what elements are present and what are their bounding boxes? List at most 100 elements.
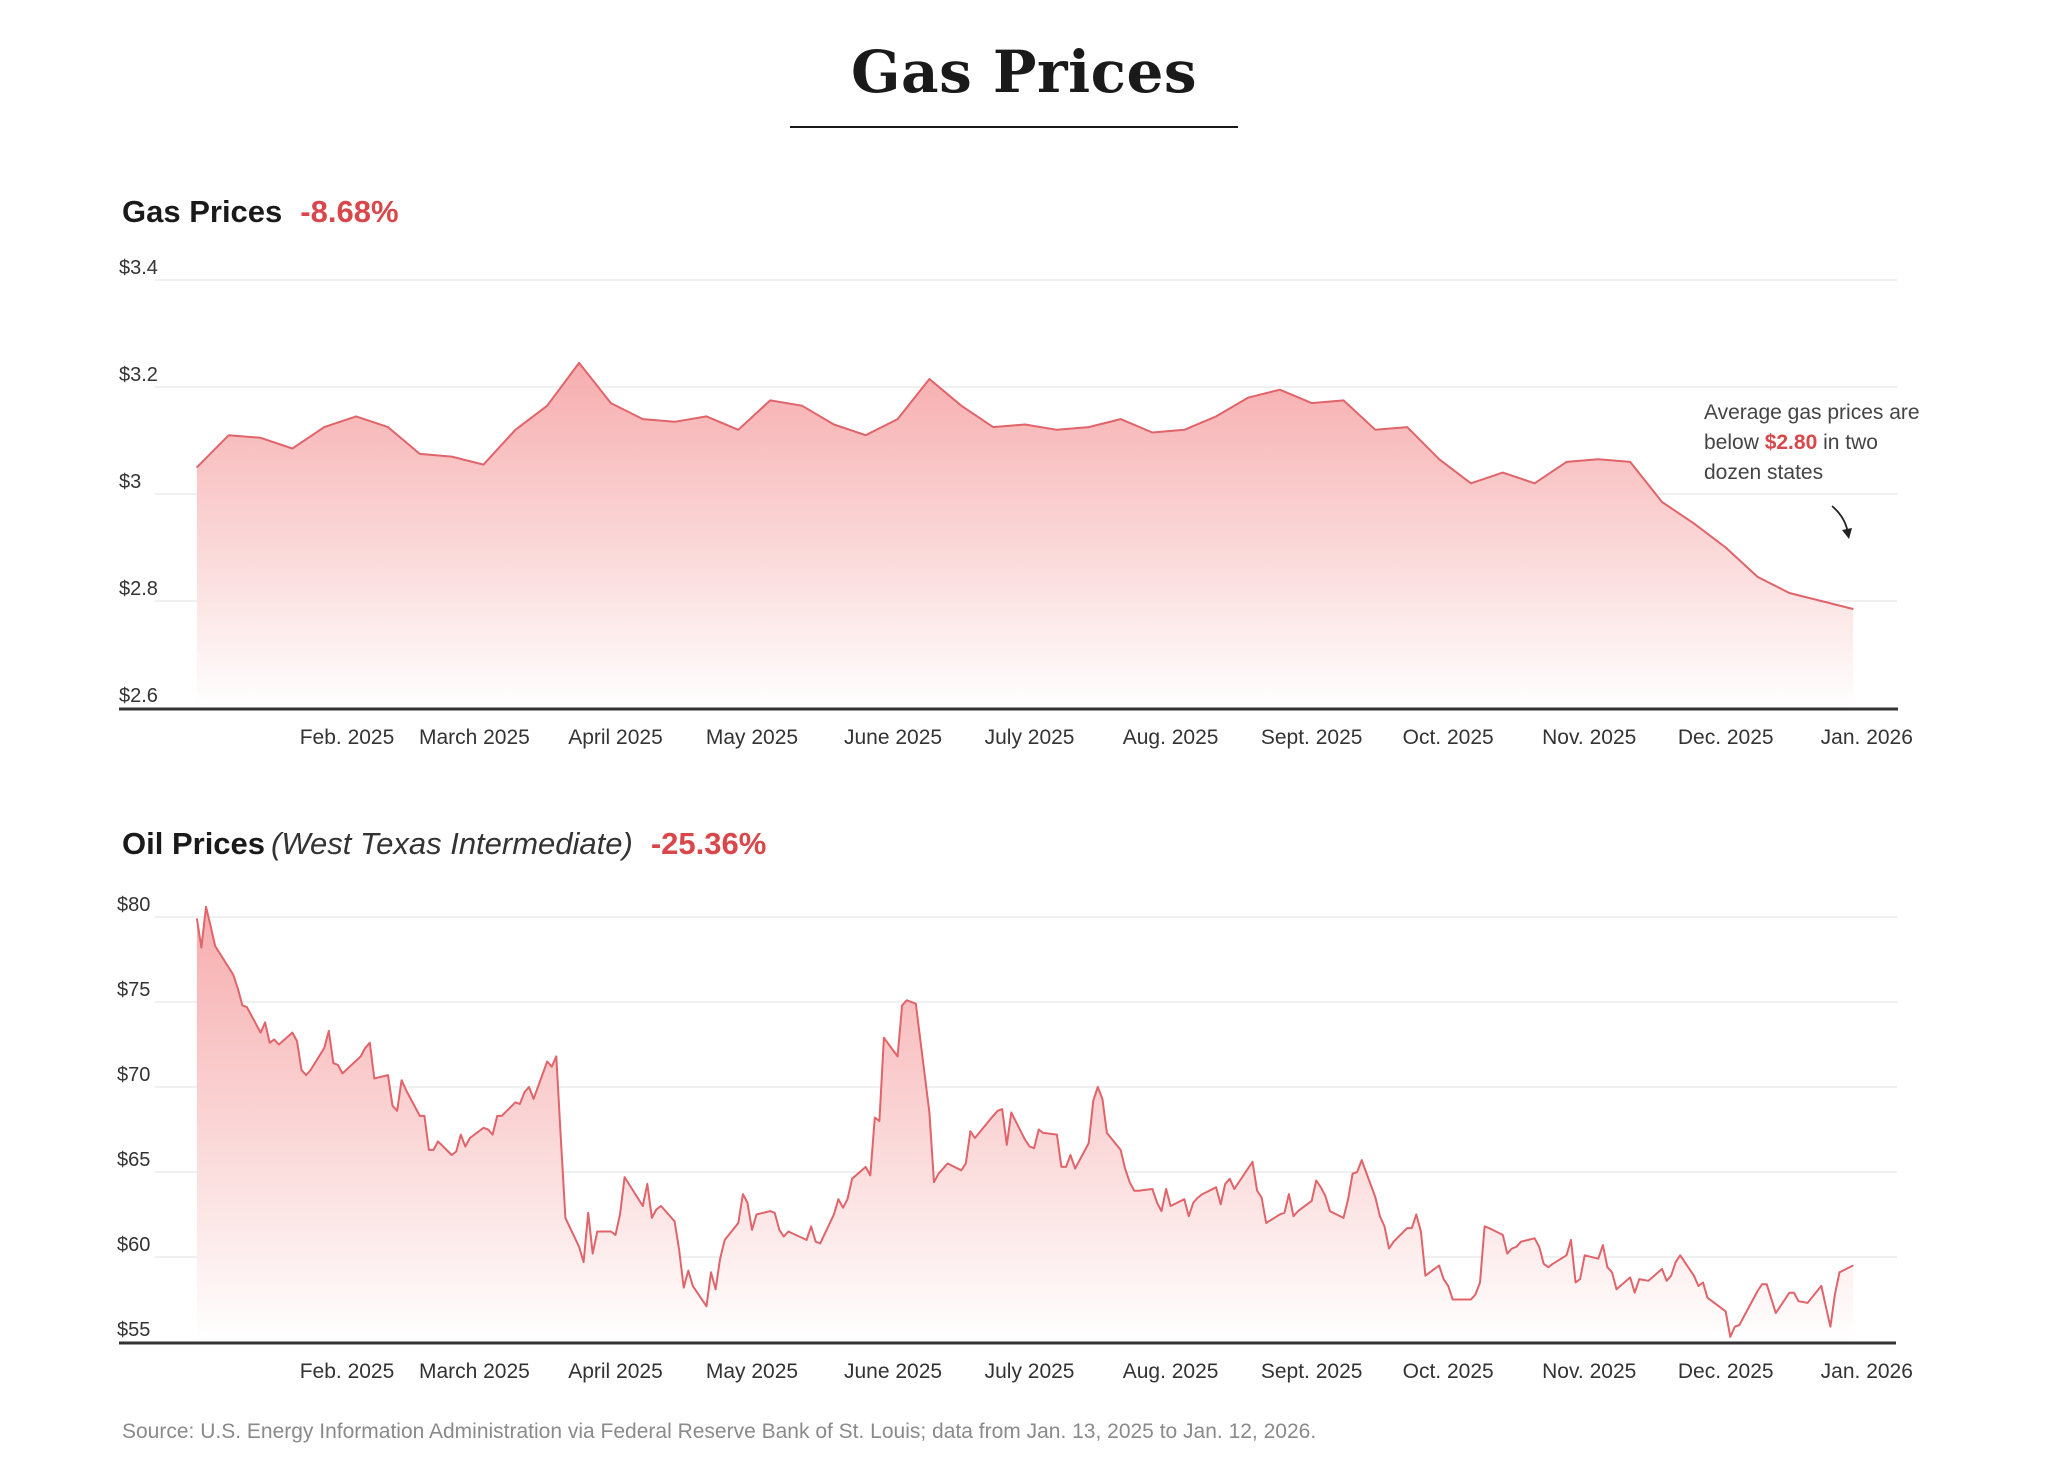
oil-point bbox=[1629, 1276, 1631, 1278]
x-tick-label: March 2025 bbox=[419, 726, 530, 749]
gas-point bbox=[801, 405, 803, 407]
oil-point bbox=[341, 1072, 344, 1074]
oil-point bbox=[1702, 1281, 1704, 1284]
oil-point bbox=[710, 1271, 712, 1273]
oil-point bbox=[246, 1006, 248, 1008]
oil-point bbox=[846, 1198, 849, 1200]
oil-point bbox=[1506, 1253, 1508, 1255]
oil-point bbox=[883, 1037, 885, 1039]
gas-point bbox=[196, 466, 198, 468]
x-tick-label: May 2025 bbox=[706, 726, 798, 749]
y-tick-label: $2.8 bbox=[119, 578, 158, 600]
oil-point bbox=[592, 1253, 594, 1255]
oil-point bbox=[1347, 1198, 1349, 1200]
annotation-arrow bbox=[1831, 505, 1852, 539]
gas-point bbox=[610, 402, 612, 404]
oil-price-chart: $80 $75 $70 $65 $60 $55 Feb. 2025 March 2025 Apr… bbox=[117, 894, 1913, 1383]
oil-point bbox=[692, 1285, 694, 1287]
oil-point bbox=[300, 1069, 303, 1071]
oil-point bbox=[296, 1040, 298, 1042]
oil-point bbox=[519, 1103, 521, 1105]
gas-point bbox=[291, 447, 293, 450]
oil-point bbox=[396, 1110, 398, 1112]
oil-point bbox=[1001, 1108, 1003, 1110]
oil-point bbox=[937, 1173, 940, 1175]
gas-point bbox=[1247, 397, 1249, 399]
oil-point bbox=[1056, 1134, 1058, 1136]
oil-point bbox=[1156, 1202, 1158, 1204]
oil-point bbox=[1379, 1215, 1381, 1217]
oil-point bbox=[328, 1030, 330, 1032]
oil-point bbox=[1515, 1246, 1517, 1248]
page-title: Gas Prices bbox=[850, 38, 1198, 106]
gas-chart-change: -8.68% bbox=[300, 194, 399, 229]
oil-point bbox=[1711, 1300, 1713, 1302]
oil-point bbox=[1060, 1166, 1062, 1168]
oil-point bbox=[1220, 1203, 1222, 1205]
oil-point bbox=[1133, 1190, 1135, 1192]
oil-point bbox=[1543, 1263, 1545, 1265]
oil-point bbox=[1534, 1237, 1536, 1239]
oil-point bbox=[1261, 1196, 1263, 1199]
annotation-text-after: in two dozen states bbox=[1704, 431, 1878, 484]
gas-point bbox=[705, 415, 708, 417]
oil-point bbox=[1329, 1210, 1331, 1212]
oil-point bbox=[264, 1021, 266, 1023]
oil-point bbox=[865, 1166, 867, 1168]
oil-point bbox=[1297, 1210, 1299, 1212]
oil-point bbox=[1342, 1217, 1345, 1219]
oil-point bbox=[278, 1043, 280, 1046]
oil-point bbox=[897, 1055, 899, 1057]
oil-point bbox=[1706, 1297, 1709, 1299]
oil-point bbox=[1251, 1161, 1254, 1163]
oil-point bbox=[496, 1115, 498, 1117]
oil-point bbox=[551, 1066, 553, 1068]
oil-point bbox=[874, 1117, 876, 1119]
gas-point bbox=[674, 421, 676, 423]
gas-annotation: Average gas prices are below $2.80 in tw… bbox=[1704, 398, 1924, 488]
oil-point bbox=[1584, 1254, 1586, 1256]
oil-point bbox=[1129, 1181, 1131, 1183]
gas-point bbox=[1534, 482, 1536, 484]
annotation-text-before: Average gas prices are below bbox=[1704, 401, 1920, 454]
oil-point bbox=[214, 945, 216, 947]
oil-point bbox=[1788, 1292, 1790, 1294]
oil-point bbox=[810, 1225, 812, 1227]
oil-point bbox=[423, 1115, 425, 1117]
oil-point bbox=[1279, 1213, 1281, 1216]
oil-point bbox=[232, 974, 234, 976]
oil-point bbox=[1511, 1247, 1513, 1250]
x-tick-label: July 2025 bbox=[985, 726, 1075, 749]
y-tick-label: $60 bbox=[117, 1234, 150, 1256]
oil-point bbox=[915, 1003, 917, 1005]
oil-point bbox=[783, 1236, 785, 1238]
oil-point bbox=[1352, 1173, 1354, 1175]
oil-point bbox=[1565, 1254, 1568, 1256]
x-tick-label: March 2025 bbox=[419, 1360, 530, 1383]
gas-point bbox=[960, 405, 962, 407]
gas-point bbox=[1788, 592, 1790, 594]
gas-point bbox=[1661, 501, 1663, 503]
oil-point bbox=[651, 1217, 653, 1219]
gas-point bbox=[1374, 429, 1376, 431]
oil-point bbox=[528, 1086, 530, 1088]
gas-point bbox=[1820, 600, 1822, 602]
oil-point bbox=[1738, 1324, 1740, 1326]
oil-chart-subtitle: (West Texas Intermediate) bbox=[271, 826, 633, 861]
oil-point bbox=[947, 1162, 949, 1165]
oil-point bbox=[1452, 1298, 1454, 1301]
oil-point bbox=[833, 1213, 835, 1216]
oil-point bbox=[555, 1055, 557, 1057]
oil-point bbox=[1424, 1275, 1426, 1277]
gas-point bbox=[1120, 418, 1122, 420]
oil-area bbox=[196, 906, 1854, 1342]
oil-point bbox=[655, 1208, 658, 1210]
x-tick-label: May 2025 bbox=[706, 1360, 798, 1383]
oil-point bbox=[992, 1115, 994, 1117]
oil-point bbox=[742, 1193, 744, 1195]
oil-point bbox=[1197, 1196, 1199, 1199]
y-tick-label: $55 bbox=[117, 1319, 150, 1341]
oil-point bbox=[1734, 1326, 1736, 1328]
y-tick-label: $75 bbox=[117, 979, 150, 1001]
oil-point bbox=[906, 999, 908, 1001]
